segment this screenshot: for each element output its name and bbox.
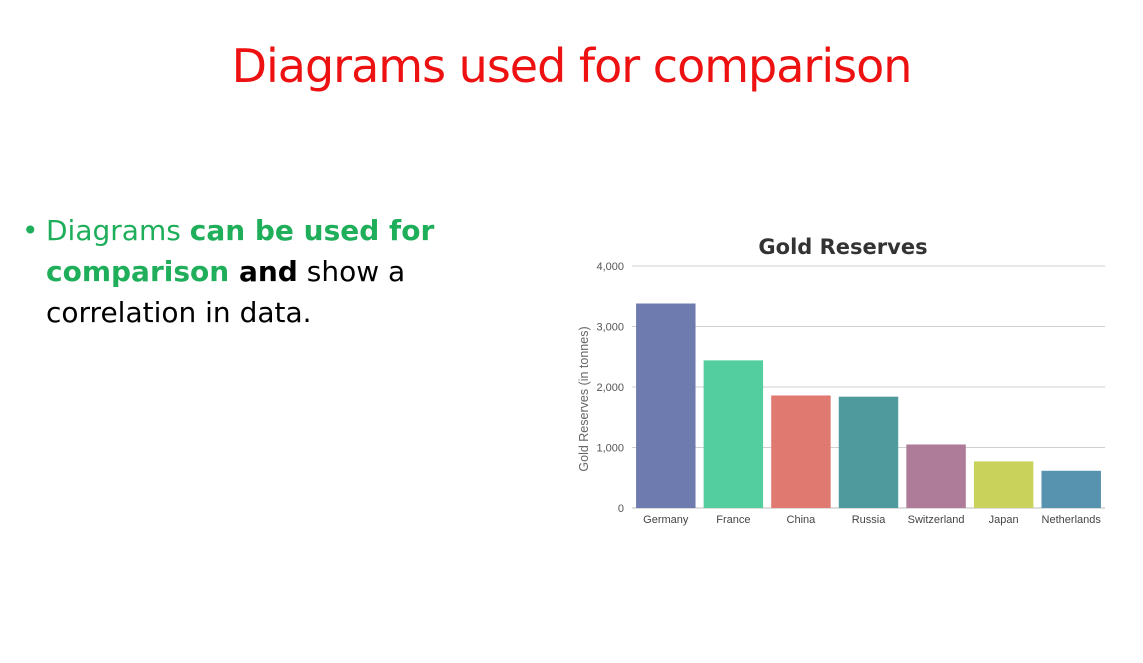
y-tick-label: 3,000 — [596, 322, 624, 334]
x-tick-label: Switzerland — [908, 514, 965, 526]
gold-reserves-chart: Gold Reserves Gold Reserves (in tonnes) … — [560, 222, 1120, 542]
x-tick-label: Germany — [643, 514, 689, 526]
bullet-point: • Diagrams can be used for comparison an… — [22, 210, 462, 333]
y-tick-label: 0 — [618, 503, 624, 515]
y-tick-label: 2,000 — [596, 382, 624, 394]
x-tick-label: Russia — [852, 514, 887, 526]
bar-switzerland — [906, 444, 966, 508]
bar-china — [771, 395, 831, 508]
chart-canvas: Gold Reserves Gold Reserves (in tonnes) … — [577, 235, 1105, 526]
bullet-text: Diagrams can be used for comparison and … — [46, 210, 462, 333]
bar-japan — [973, 461, 1034, 508]
bar-germany — [636, 303, 696, 508]
y-axis-label: Gold Reserves (in tonnes) — [577, 326, 591, 471]
bars — [636, 303, 1101, 508]
bar-france — [703, 360, 764, 508]
x-tick-labels: Germany France China Russia Switzerland Japan… — [643, 514, 1101, 526]
x-tick-label: Netherlands — [1042, 514, 1102, 526]
bullet-text-part3: and — [229, 255, 298, 288]
bar-netherlands — [1041, 470, 1101, 508]
x-tick-label: China — [787, 514, 817, 526]
bar-russia — [838, 396, 899, 508]
bullet-marker: • — [22, 214, 39, 247]
x-tick-label: France — [716, 514, 750, 526]
y-tick-labels: 0 1,000 2,000 3,000 4,000 — [596, 261, 624, 515]
bullet-text-part1: Diagrams — [46, 214, 190, 247]
bullet-text-part4: show a correlation in data. — [46, 255, 406, 329]
y-tick-label: 1,000 — [596, 443, 624, 455]
chart-title: Gold Reserves — [758, 235, 927, 259]
bullet-text-part2: can be used for comparison — [46, 214, 435, 288]
slide-title: Diagrams used for comparison — [231, 39, 913, 93]
x-tick-label: Japan — [989, 514, 1019, 526]
y-tick-label: 4,000 — [596, 261, 624, 273]
